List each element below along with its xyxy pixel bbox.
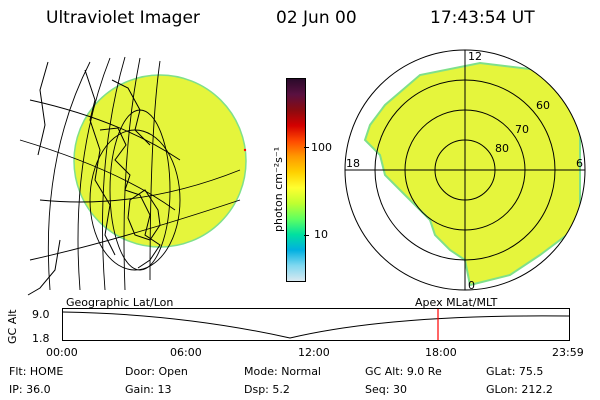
red-dot-marker — [243, 148, 247, 152]
polar-grid — [344, 49, 586, 291]
info-flt: Flt: HOME — [9, 365, 64, 378]
info-mode: Mode: Normal — [244, 365, 321, 378]
colorbar-unit-label: photon cm⁻²s⁻¹ — [272, 146, 285, 232]
colorbar — [286, 78, 306, 282]
mlat-label-60: 60 — [536, 99, 550, 112]
colorbar-tick-mark — [304, 235, 309, 236]
info-dsp: Dsp: 5.2 — [244, 383, 290, 396]
timeline-frame — [62, 308, 570, 341]
polar-mlat-mlt-panel: 12 18 6 0 60 70 80 — [344, 49, 586, 292]
info-seq: Seq: 30 — [365, 383, 407, 396]
colorbar-tick-10: 10 — [314, 228, 328, 241]
auroral-image — [363, 61, 581, 287]
info-door: Door: Open — [125, 365, 188, 378]
geographic-image-panel — [19, 56, 247, 296]
timeline-ytick-low: 1.8 — [32, 332, 50, 345]
colorbar-tick-100: 100 — [311, 141, 332, 154]
timeline-xtick: 12:00 — [298, 346, 330, 359]
mlt-label-18: 18 — [346, 157, 360, 170]
mlat-label-80: 80 — [495, 142, 509, 155]
info-gc-alt: GC Alt: 9.0 Re — [365, 365, 442, 378]
timeline-right-title: Apex MLat/MLT — [415, 296, 498, 309]
colorbar-tick-mark — [304, 147, 309, 148]
mlat-label-70: 70 — [515, 123, 529, 136]
timeline-yaxis-label: GC Alt — [6, 309, 19, 344]
mlt-label-12: 12 — [468, 50, 482, 63]
timeline-plot — [62, 308, 570, 341]
mlt-label-6: 6 — [576, 157, 583, 170]
mlt-label-0: 0 — [468, 279, 475, 292]
date-label: 02 Jun 00 — [276, 8, 357, 28]
timeline-xtick: 18:00 — [425, 346, 457, 359]
coastlines — [27, 61, 161, 296]
timeline-xtick: 00:00 — [46, 346, 78, 359]
timeline-left-title: Geographic Lat/Lon — [66, 296, 174, 309]
altitude-curve — [62, 311, 570, 339]
uv-image-disk — [73, 74, 247, 248]
instrument-title: Ultraviolet Imager — [46, 8, 200, 28]
info-glat: GLat: 75.5 — [486, 365, 544, 378]
timeline-xtick: 23:59 — [552, 346, 584, 359]
info-ip: IP: 36.0 — [9, 383, 51, 396]
time-label: 17:43:54 UT — [430, 8, 535, 28]
timeline-xtick: 06:00 — [170, 346, 202, 359]
timeline-ytick-high: 9.0 — [32, 308, 50, 321]
info-gain: Gain: 13 — [125, 383, 172, 396]
info-glon: GLon: 212.2 — [486, 383, 553, 396]
